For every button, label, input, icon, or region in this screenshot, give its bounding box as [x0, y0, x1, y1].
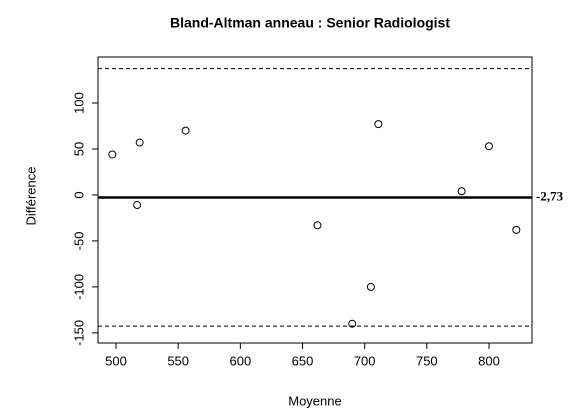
mean-label: -2,73: [536, 188, 564, 203]
point: [457, 187, 466, 196]
point: [512, 225, 521, 234]
x-tick-label: 550: [167, 353, 189, 368]
y-axis-label: Différence: [23, 166, 38, 225]
point: [181, 126, 190, 135]
x-tick-label: 750: [416, 353, 438, 368]
plot-frame: [97, 56, 533, 344]
point: [133, 201, 142, 210]
x-tick-label: 500: [105, 353, 127, 368]
y-tick-label: 0: [71, 191, 86, 198]
x-tick-label: 800: [478, 353, 500, 368]
x-tick-label: 700: [354, 353, 376, 368]
point: [374, 120, 383, 129]
x-tick-label: 600: [229, 353, 251, 368]
y-tick-label: 100: [71, 92, 86, 114]
point: [313, 221, 322, 230]
point: [366, 282, 375, 291]
x-axis-label: Moyenne: [288, 393, 341, 408]
y-tick-label: -150: [71, 320, 86, 346]
point: [348, 319, 357, 328]
y-tick-label: -100: [71, 274, 86, 300]
y-tick-label: 50: [71, 142, 86, 156]
x-tick-label: 650: [292, 353, 314, 368]
chart-title: Bland-Altman anneau : Senior Radiologist: [170, 15, 450, 31]
point: [484, 142, 493, 151]
y-tick-label: -50: [71, 232, 86, 251]
point: [135, 138, 144, 147]
point: [108, 150, 117, 159]
